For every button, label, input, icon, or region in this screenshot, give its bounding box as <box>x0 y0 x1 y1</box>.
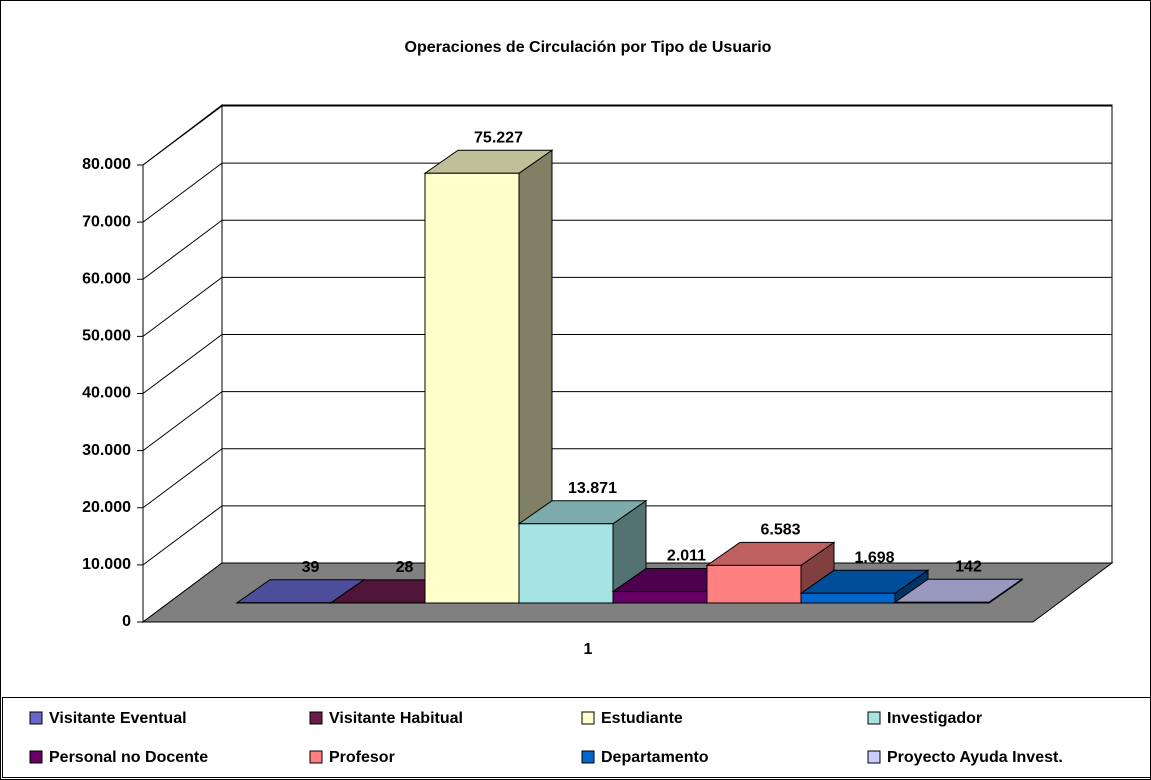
bar <box>706 564 802 604</box>
bar <box>424 172 520 604</box>
legend-swatch <box>867 711 881 725</box>
chart-title: Operaciones de Circulación por Tipo de U… <box>405 39 772 56</box>
bar <box>800 592 896 604</box>
legend-label: Estudiante <box>601 710 683 727</box>
grid-line <box>142 276 223 337</box>
legend-swatch <box>581 711 595 725</box>
data-label: 13.871 <box>568 480 617 497</box>
legend-label: Proyecto Ayuda Invest. <box>887 749 1063 766</box>
data-label: 75.227 <box>474 129 523 146</box>
legend-label: Personal no Docente <box>49 749 208 766</box>
legend-swatch <box>29 711 43 725</box>
legend-label: Investigador <box>887 710 982 727</box>
grid-line <box>142 391 223 452</box>
y-tick-label: 10.000 <box>82 556 131 573</box>
legend-label: Departamento <box>601 749 709 766</box>
data-label: 2.011 <box>667 548 706 565</box>
grid-line <box>142 334 223 394</box>
y-tick-label: 0 <box>122 613 131 630</box>
grid-line <box>142 162 223 223</box>
x-tick-label: 1 <box>584 641 593 658</box>
y-tick-label: 20.000 <box>82 499 131 516</box>
legend-swatch <box>29 750 43 764</box>
grid-line <box>142 505 223 566</box>
data-label: 6.583 <box>760 522 800 539</box>
legend-label: Visitante Habitual <box>329 710 463 727</box>
y-tick-label: 80.000 <box>82 156 131 173</box>
grid-line <box>142 219 223 280</box>
data-label: 39 <box>302 559 320 576</box>
legend-swatch <box>581 750 595 764</box>
y-tick-label: 40.000 <box>82 385 131 402</box>
legend-label: Visitante Eventual <box>49 710 187 727</box>
y-tick-label: 30.000 <box>82 442 131 459</box>
grid-line <box>142 448 223 509</box>
legend-swatch <box>309 750 323 764</box>
legend-swatch <box>867 750 881 764</box>
bar <box>518 523 614 604</box>
legend-label: Profesor <box>329 749 395 766</box>
legend-swatch <box>309 711 323 725</box>
bar <box>894 601 990 604</box>
bar <box>612 591 708 604</box>
y-tick-label: 60.000 <box>82 270 131 287</box>
data-label: 1.698 <box>854 550 894 567</box>
legend <box>2 697 1151 778</box>
y-tick-label: 70.000 <box>82 213 131 230</box>
y-tick-label: 50.000 <box>82 328 131 345</box>
data-label: 28 <box>396 559 414 576</box>
grid-line <box>142 105 223 166</box>
data-label: 142 <box>955 558 982 575</box>
